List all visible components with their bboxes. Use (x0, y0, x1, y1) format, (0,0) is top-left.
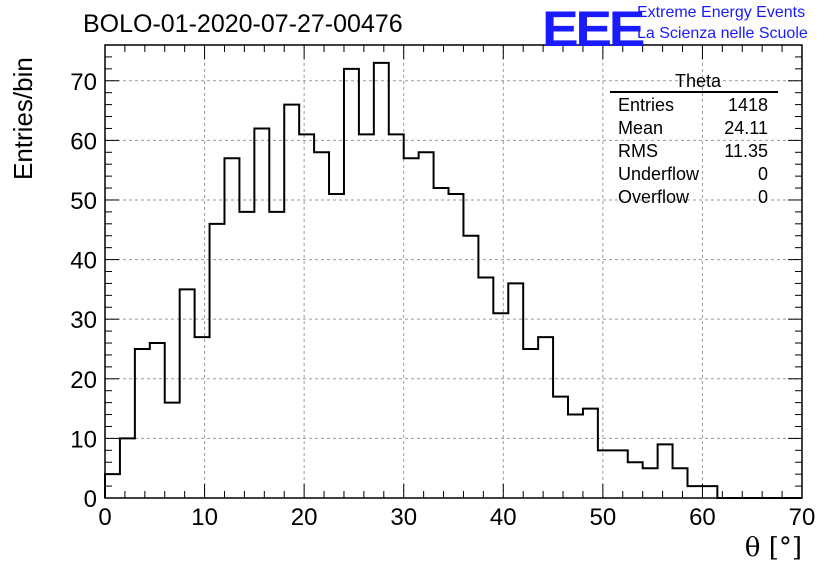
x-tick-label: 10 (191, 504, 218, 531)
histogram-bin (180, 289, 195, 498)
histogram-bin (105, 474, 120, 498)
histogram-bin (508, 283, 523, 498)
histogram-bin (374, 63, 389, 498)
x-tick-label: 50 (590, 504, 617, 531)
eee-logo: EEE (542, 1, 645, 57)
stats-box: Theta Entries 1418 Mean 24.11 RMS 11.35 … (610, 70, 778, 208)
histogram-bin (195, 337, 210, 498)
histogram-bin (239, 212, 254, 498)
stats-row-underflow: Underflow 0 (610, 162, 778, 185)
histogram-bin (404, 158, 419, 498)
y-tick-label: 10 (70, 426, 97, 453)
x-tick-label: 30 (390, 504, 417, 531)
stats-value: 0 (757, 164, 768, 184)
stats-value: 1418 (727, 95, 768, 115)
histogram-bin (254, 128, 269, 498)
x-tick-label: 0 (98, 504, 111, 531)
histogram-bin (673, 468, 688, 498)
y-tick-label: 20 (70, 367, 97, 394)
stats-label: Overflow (618, 187, 690, 207)
y-tick-label: 60 (70, 128, 97, 155)
histogram-bin (299, 134, 314, 498)
histogram-bin (687, 486, 702, 498)
histogram-bin (702, 486, 717, 498)
histogram-bin (643, 468, 658, 498)
histogram-bin (224, 158, 239, 498)
histogram-bin (583, 409, 598, 498)
stats-label: RMS (618, 141, 658, 161)
y-tick-label: 70 (70, 69, 97, 96)
x-axis-label: θ [°] (744, 533, 802, 563)
histogram-bin (120, 438, 135, 498)
histogram-bin (389, 134, 404, 498)
histogram-bin (538, 337, 553, 498)
histogram-bin (344, 69, 359, 498)
histogram-bin (478, 277, 493, 498)
stats-row-mean: Mean 24.11 (610, 116, 778, 139)
stats-title: Theta (610, 70, 778, 93)
stats-label: Entries (618, 95, 675, 115)
histogram-bin (419, 152, 434, 498)
stats-value: 0 (757, 187, 768, 207)
stats-value: 24.11 (724, 118, 768, 138)
stats-label: Underflow (618, 164, 700, 184)
histogram-bin (613, 450, 628, 498)
histogram-bin (493, 313, 508, 498)
histogram-bin (434, 188, 449, 498)
histogram-bin (463, 236, 478, 498)
stats-row-entries: Entries 1418 (610, 93, 778, 116)
histogram-bin (210, 224, 225, 498)
histogram-bin (135, 349, 150, 498)
histogram-bin (165, 403, 180, 498)
logo-caption-line2: La Scienza nelle Scuole (637, 25, 808, 42)
histogram-bin (329, 194, 344, 498)
logo-caption-line1: Extreme Energy Events (637, 4, 806, 21)
grid-lines (105, 45, 802, 498)
stats-row-overflow: Overflow 0 (610, 185, 778, 208)
histogram-bin (568, 415, 583, 498)
stats-value: 11.35 (724, 141, 768, 161)
x-tick-label: 60 (689, 504, 716, 531)
logo-caption: Extreme Energy Events La Scienza nelle S… (637, 2, 808, 44)
histogram-bin (523, 349, 538, 498)
y-tick-label: 0 (84, 486, 97, 513)
histogram-bin (314, 152, 329, 498)
axes (104, 44, 803, 499)
x-tick-label: 70 (789, 504, 816, 531)
y-axis-label: Entries/bin (8, 57, 38, 180)
histogram-bin (628, 462, 643, 498)
stats-row-rms: RMS 11.35 (610, 139, 778, 162)
histogram-bin (150, 343, 165, 498)
histogram-bin (359, 134, 374, 498)
y-tick-label: 50 (70, 188, 97, 215)
histogram-bin (553, 397, 568, 498)
histogram-bin (598, 450, 613, 498)
tick-labels: 0 10 20 30 40 50 60 70 0 10 20 30 40 50 60 70 (70, 69, 815, 531)
y-tick-label: 30 (70, 307, 97, 334)
histogram-bin (449, 194, 464, 498)
y-tick-label: 40 (70, 248, 97, 275)
histogram-series (104, 61, 802, 499)
histogram-line (104, 61, 802, 499)
x-tick-label: 40 (490, 504, 517, 531)
x-tick-label: 20 (291, 504, 318, 531)
histogram-bin (269, 212, 284, 498)
histogram-bin (284, 105, 299, 498)
histogram-bin (658, 444, 673, 498)
chart-title: BOLO-01-2020-07-27-00476 (83, 10, 403, 38)
stats-label: Mean (618, 118, 664, 138)
